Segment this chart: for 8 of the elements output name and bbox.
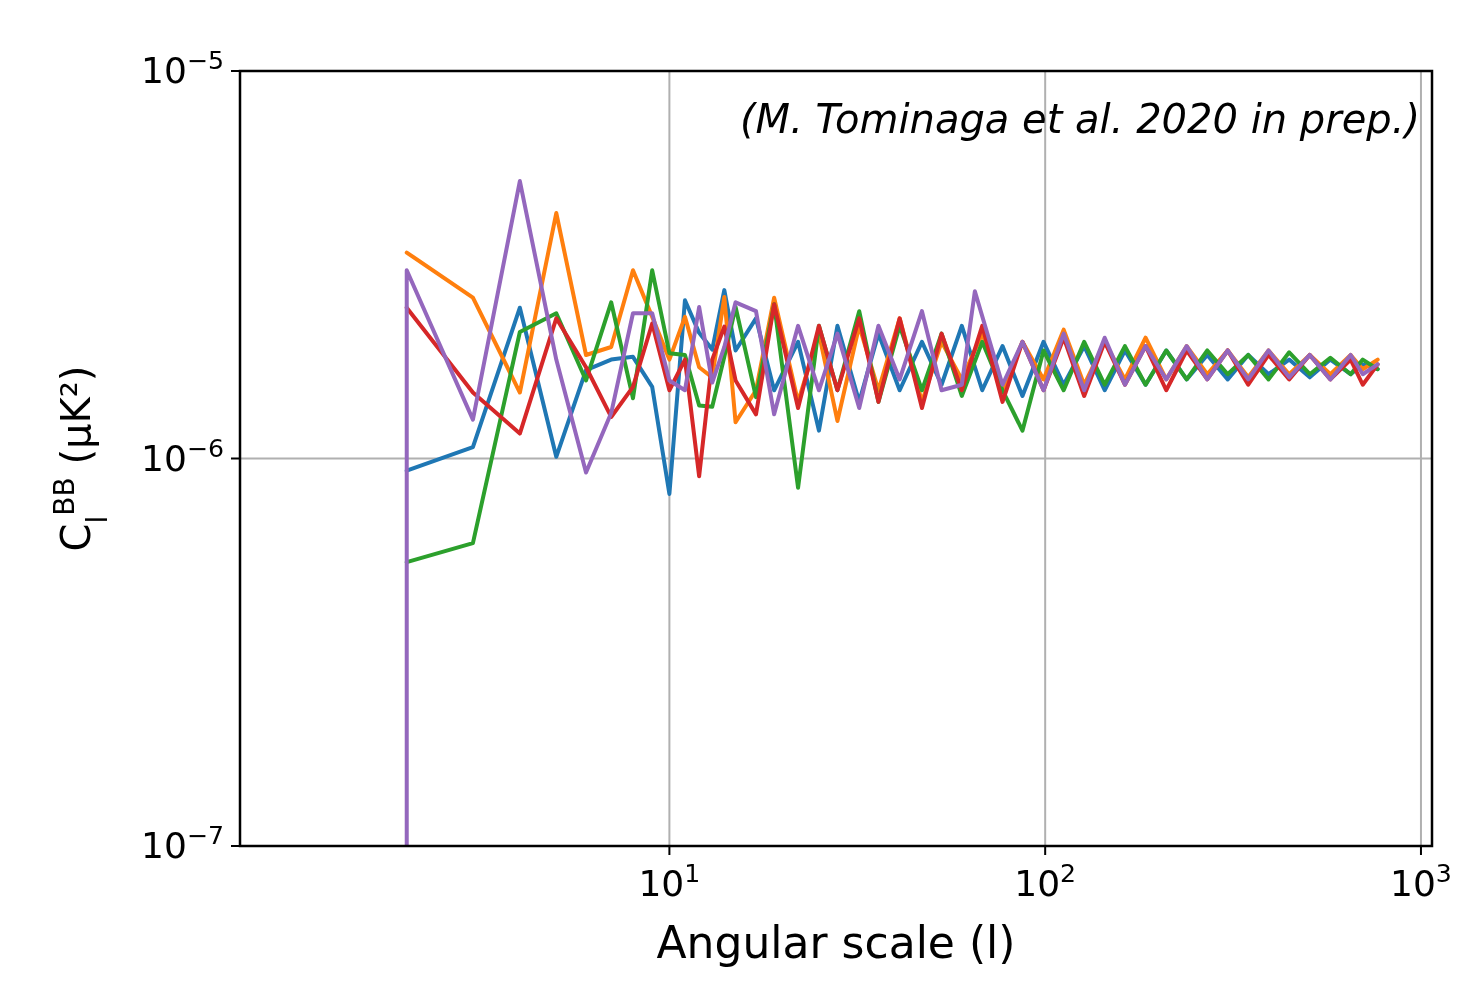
x-axis-title: Angular scale (l) [656,917,1016,968]
annotation: (M. Tominaga et al. 2020 in prep.) [740,96,1420,142]
x-tick-label: 10$^{1}$ [638,858,701,904]
x-tick-label: 10$^{2}$ [1014,858,1077,904]
y-tick-label: 10$^{−5}$ [141,45,224,91]
x-tick-label: 10$^{3}$ [1390,858,1452,904]
y-tick-label: 10$^{−7}$ [141,820,224,866]
y-tick-label: 10$^{−6}$ [141,433,224,479]
